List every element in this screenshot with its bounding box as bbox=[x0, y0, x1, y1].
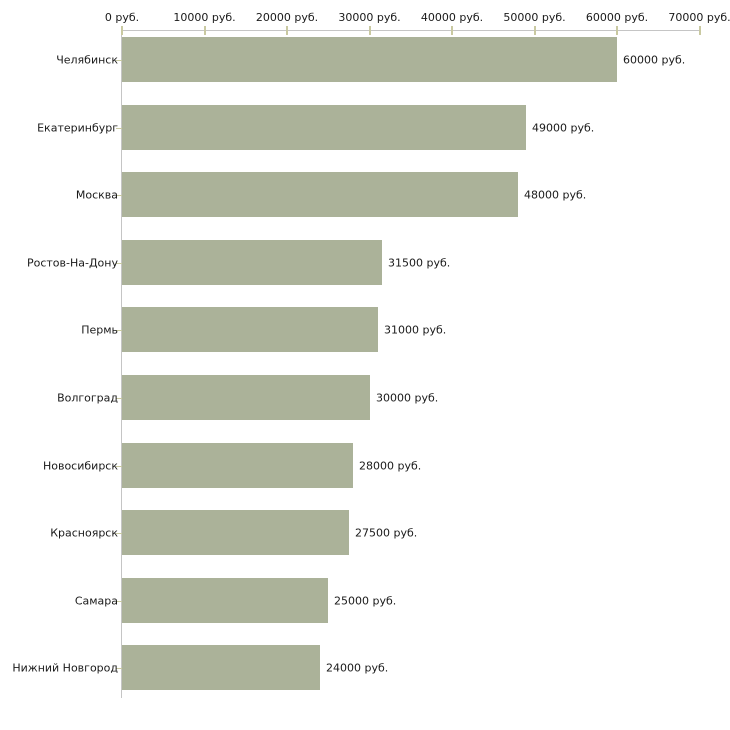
x-axis-tick-label: 40000 руб. bbox=[420, 11, 484, 24]
category-label: Нижний Новгород bbox=[12, 661, 118, 674]
bar[interactable] bbox=[122, 510, 349, 555]
y-axis-tick bbox=[116, 601, 122, 602]
y-axis-tick bbox=[116, 128, 122, 129]
y-axis-line bbox=[121, 30, 122, 698]
category-label: Красноярск bbox=[50, 526, 118, 539]
bar[interactable] bbox=[122, 375, 370, 420]
category-label: Самара bbox=[74, 594, 118, 607]
category-label: Ростов-На-Дону bbox=[26, 256, 118, 269]
bar[interactable] bbox=[122, 443, 353, 488]
x-axis-tick-label: 70000 руб. bbox=[668, 11, 730, 24]
category-label: Челябинск bbox=[56, 53, 118, 66]
x-axis-tick bbox=[286, 26, 288, 35]
y-axis-tick bbox=[116, 533, 122, 534]
category-label: Пермь bbox=[81, 323, 118, 336]
category-label: Волгоград bbox=[57, 391, 118, 404]
bar[interactable] bbox=[122, 645, 320, 690]
category-label: Москва bbox=[75, 188, 118, 201]
value-label: 31000 руб. bbox=[384, 323, 447, 336]
value-label: 24000 руб. bbox=[326, 661, 389, 674]
bar[interactable] bbox=[122, 105, 526, 150]
y-axis-tick bbox=[116, 330, 122, 331]
bar[interactable] bbox=[122, 172, 518, 217]
value-label: 60000 руб. bbox=[623, 53, 686, 66]
value-label: 30000 руб. bbox=[376, 391, 439, 404]
y-axis-tick bbox=[116, 263, 122, 264]
category-label: Екатеринбург bbox=[37, 121, 118, 134]
value-label: 31500 руб. bbox=[388, 256, 451, 269]
y-axis-tick bbox=[116, 466, 122, 467]
y-axis-tick bbox=[116, 195, 122, 196]
value-label: 49000 руб. bbox=[532, 121, 595, 134]
x-axis-tick-label: 10000 руб. bbox=[173, 11, 236, 24]
bar[interactable] bbox=[122, 578, 328, 623]
x-axis-tick bbox=[451, 26, 453, 35]
x-axis-tick bbox=[368, 26, 371, 35]
x-axis-tick-label: 50000 руб. bbox=[503, 11, 566, 24]
category-label: Новосибирск bbox=[42, 459, 118, 472]
y-axis-tick bbox=[116, 398, 122, 399]
x-axis-tick-label: 30000 руб. bbox=[338, 11, 401, 24]
x-axis-tick bbox=[533, 26, 536, 35]
value-label: 25000 руб. bbox=[334, 594, 397, 607]
x-axis-tick-label: 20000 руб. bbox=[255, 11, 319, 24]
x-axis-tick bbox=[616, 26, 618, 35]
y-axis-tick bbox=[116, 60, 122, 61]
x-axis-tick-label: 60000 руб. bbox=[585, 11, 649, 24]
value-label: 28000 руб. bbox=[359, 459, 422, 472]
x-axis-line bbox=[121, 30, 700, 31]
bar[interactable] bbox=[122, 240, 382, 285]
value-label: 48000 руб. bbox=[524, 188, 587, 201]
x-axis-tick bbox=[698, 26, 701, 35]
y-axis-tick bbox=[116, 668, 122, 669]
x-axis-tick bbox=[121, 26, 123, 35]
bar[interactable] bbox=[122, 307, 378, 352]
value-label: 27500 руб. bbox=[355, 526, 418, 539]
x-axis-tick-label: 0 руб. bbox=[104, 11, 140, 24]
x-axis-tick bbox=[203, 26, 206, 35]
bar[interactable] bbox=[122, 37, 617, 82]
